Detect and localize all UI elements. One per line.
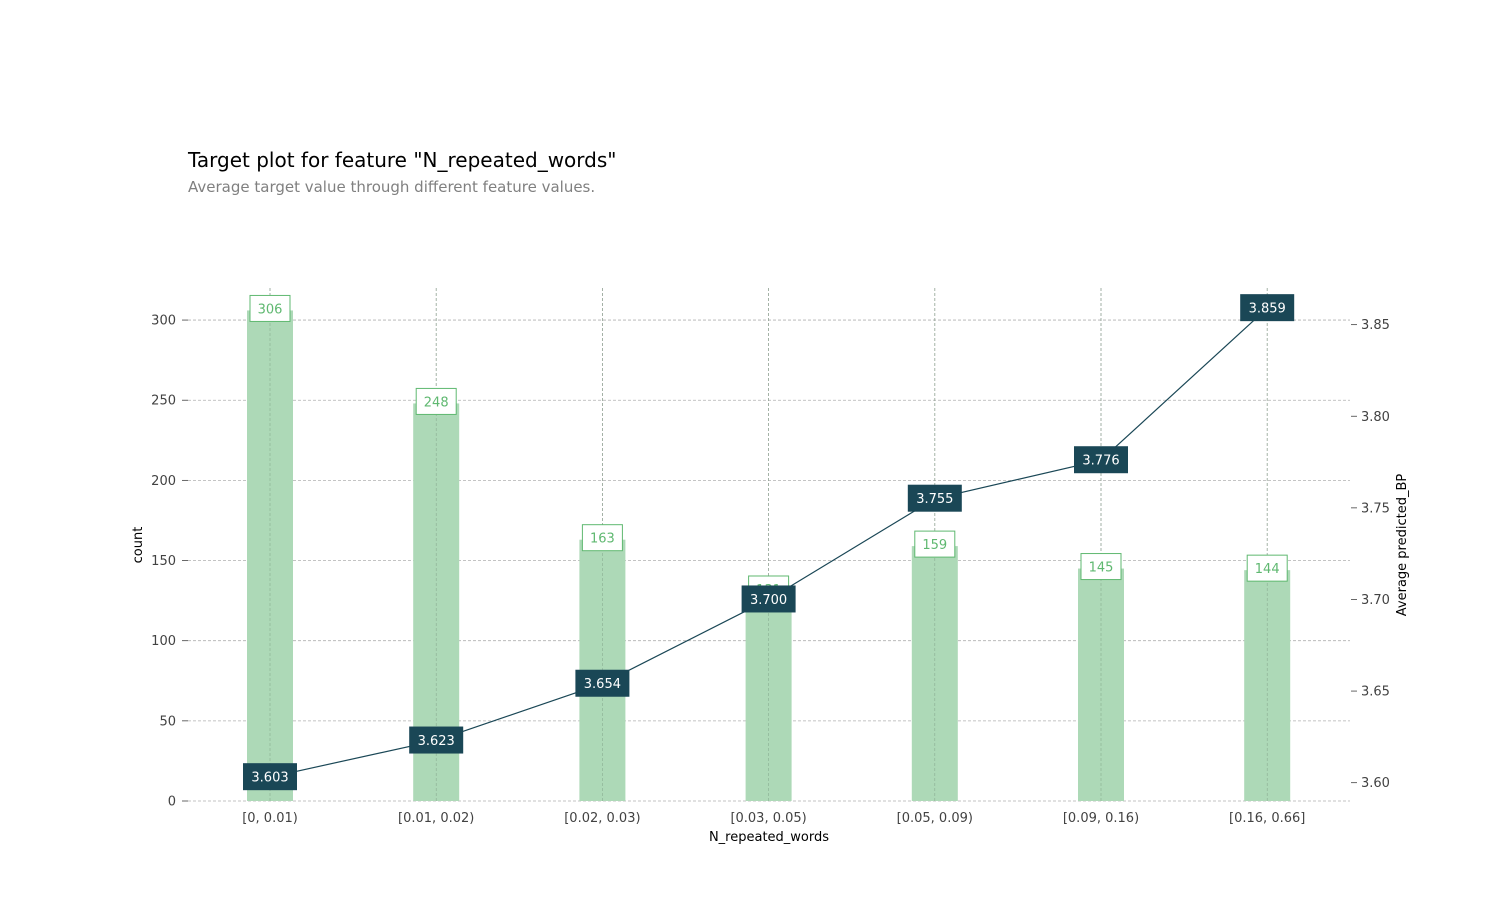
x-axis-label: N_repeated_words	[709, 830, 829, 845]
y-tick-label: 50	[159, 714, 176, 729]
average-label-text: 3.755	[916, 492, 953, 507]
average-label-text: 3.859	[1249, 302, 1286, 317]
count-label: 248	[416, 388, 456, 414]
average-label-text: 3.700	[750, 593, 787, 608]
y2-tick-label: 3.80	[1361, 410, 1390, 425]
count-label-text: 144	[1255, 562, 1280, 577]
count-label-text: 248	[424, 395, 449, 410]
count-label: 145	[1081, 554, 1121, 580]
count-label: 306	[250, 295, 290, 321]
average-label: 3.859	[1240, 294, 1294, 321]
y-tick-label: 100	[151, 634, 176, 649]
y2-tick-label: 3.85	[1361, 318, 1390, 333]
y-tick-label: 250	[151, 394, 176, 409]
count-label: 144	[1247, 555, 1287, 581]
bars-layer	[247, 288, 1290, 801]
average-label-text: 3.603	[251, 771, 288, 786]
y2-tick-label: 3.75	[1361, 501, 1390, 516]
y-tick-label: 200	[151, 474, 176, 489]
y2-tick-label: 3.65	[1361, 685, 1390, 700]
count-label-text: 159	[922, 538, 947, 553]
average-label: 3.776	[1074, 446, 1128, 473]
average-label: 3.654	[575, 670, 629, 697]
y-axis-label: count	[131, 527, 146, 564]
x-tick-label: [0.02, 0.03)	[564, 811, 640, 826]
x-tick-label: [0.03, 0.05)	[730, 811, 806, 826]
y2-tick-label: 3.60	[1361, 776, 1390, 791]
y-tick-label: 150	[151, 554, 176, 569]
x-tick-label: [0.16, 0.66]	[1229, 811, 1305, 826]
average-label-text: 3.654	[584, 677, 621, 692]
count-label: 163	[582, 525, 622, 551]
x-tick-label: [0, 0.01)	[242, 811, 298, 826]
average-label-text: 3.623	[418, 734, 455, 749]
average-label: 3.755	[908, 485, 962, 512]
average-label: 3.603	[243, 763, 297, 790]
average-label: 3.700	[742, 585, 796, 612]
y2-tick-label: 3.70	[1361, 593, 1390, 608]
y-tick-label: 300	[151, 314, 176, 329]
average-label-text: 3.776	[1082, 454, 1119, 469]
x-tick-label: [0.05, 0.09)	[897, 811, 973, 826]
x-tick-label: [0.01, 0.02)	[398, 811, 474, 826]
average-label: 3.623	[409, 727, 463, 754]
count-label-text: 163	[590, 532, 615, 547]
count-label-text: 306	[258, 302, 283, 317]
y-tick-label: 0	[168, 795, 176, 810]
count-label-text: 145	[1089, 561, 1114, 576]
count-label: 159	[915, 531, 955, 557]
y2-axis-label: Average predicted_BP	[1395, 474, 1410, 617]
x-tick-label: [0.09, 0.16)	[1063, 811, 1139, 826]
